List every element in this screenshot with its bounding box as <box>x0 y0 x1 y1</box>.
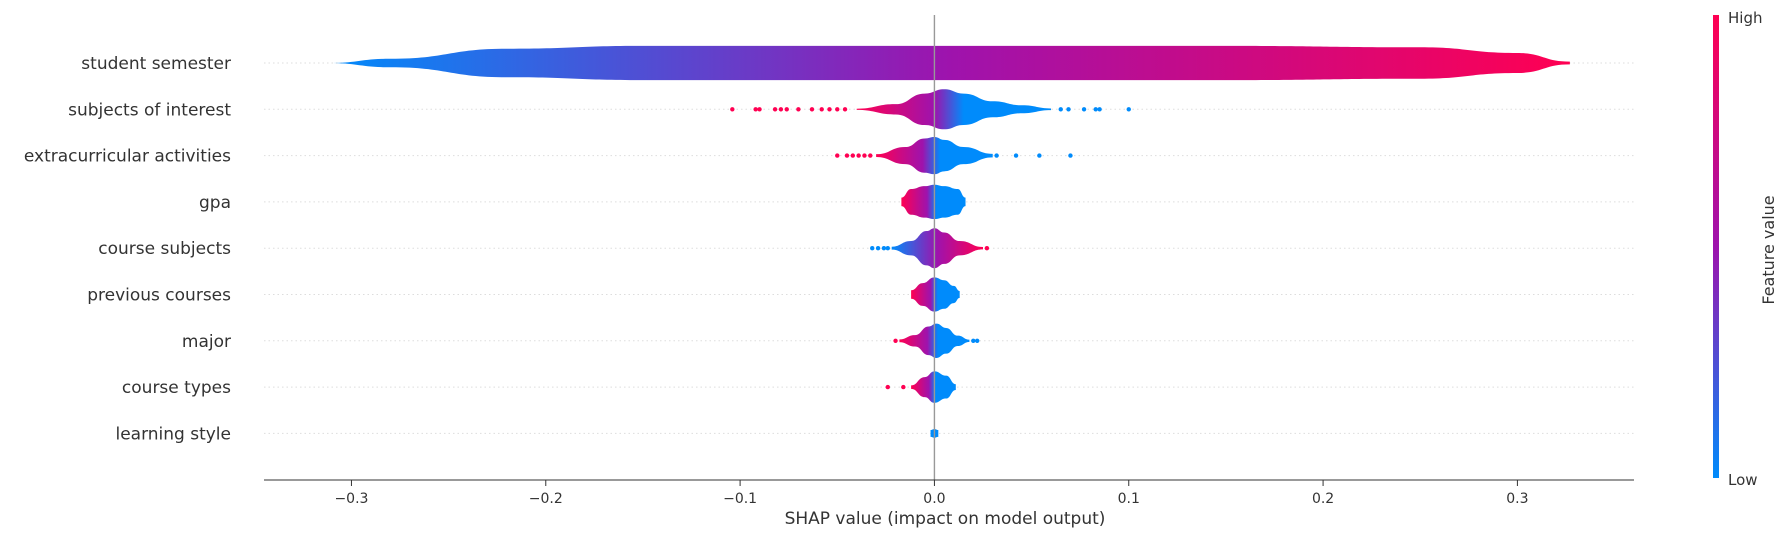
data-point <box>784 107 789 112</box>
data-point <box>868 153 873 158</box>
data-point <box>1097 107 1102 112</box>
feature-label: student semester <box>81 54 231 74</box>
data-point <box>1081 107 1087 112</box>
colorbar-title: Feature value <box>1759 195 1778 304</box>
colorbar-gradient <box>1713 15 1719 478</box>
data-point <box>827 107 832 112</box>
data-point <box>1093 107 1098 112</box>
data-point <box>856 153 861 158</box>
violin-body <box>911 277 960 312</box>
data-point <box>870 246 875 251</box>
violin-body <box>328 45 1570 81</box>
data-point <box>875 246 881 251</box>
feature-label: gpa <box>199 193 231 213</box>
violin-body <box>911 371 956 403</box>
data-point <box>1126 107 1131 112</box>
data-point <box>1013 153 1019 158</box>
feature-labels: student semester subjects of interest extr… <box>24 54 231 444</box>
feature-label: learning style <box>115 424 231 444</box>
data-point <box>1058 107 1063 112</box>
feature-label: course subjects <box>98 239 231 259</box>
data-point <box>881 246 887 251</box>
data-point <box>778 107 784 112</box>
data-point <box>971 338 976 343</box>
data-point <box>1068 153 1073 158</box>
data-point <box>862 153 867 158</box>
x-tick-label: 0.1 <box>1118 491 1140 507</box>
violin-layer <box>328 45 1570 438</box>
violin-body <box>856 89 1052 130</box>
data-point <box>893 338 898 343</box>
colorbar-low-label: Low <box>1728 471 1758 489</box>
x-axis-label: SHAP value (impact on model output) <box>785 509 1106 529</box>
data-point <box>885 384 890 390</box>
feature-label: extracurricular activities <box>24 147 231 167</box>
data-point <box>835 153 840 158</box>
colorbar: High Low Feature value <box>1713 9 1778 489</box>
data-point <box>842 107 848 112</box>
feature-label: previous courses <box>87 286 231 306</box>
data-point <box>809 107 815 112</box>
x-axis: −0.3 −0.2 −0.1 0.0 0.1 0.2 0.3 <box>264 479 1634 507</box>
data-point <box>974 338 980 343</box>
data-point <box>730 107 735 112</box>
data-point <box>844 153 850 158</box>
colorbar-high-label: High <box>1728 9 1762 27</box>
data-point <box>994 153 999 158</box>
data-point <box>850 153 856 158</box>
feature-label: subjects of interest <box>68 100 231 120</box>
data-point <box>885 246 890 251</box>
data-point <box>772 107 778 112</box>
feature-label: major <box>182 332 231 352</box>
violin-body <box>901 184 966 220</box>
data-point <box>1037 153 1042 158</box>
x-tick-label: 0.3 <box>1506 491 1528 507</box>
data-point <box>819 107 824 112</box>
x-tick-label: 0.0 <box>923 491 945 507</box>
x-tick-label: −0.2 <box>529 491 563 507</box>
data-point <box>753 107 758 112</box>
x-tick-label: −0.1 <box>723 491 757 507</box>
feature-label: course types <box>122 378 231 398</box>
data-point <box>1066 107 1071 112</box>
data-point <box>835 107 840 112</box>
x-tick-label: 0.2 <box>1312 491 1334 507</box>
data-point <box>901 384 906 390</box>
data-point <box>757 107 762 112</box>
data-point <box>984 246 990 251</box>
x-tick-label: −0.3 <box>334 491 368 507</box>
data-point <box>796 107 801 112</box>
violin-body <box>891 228 984 269</box>
